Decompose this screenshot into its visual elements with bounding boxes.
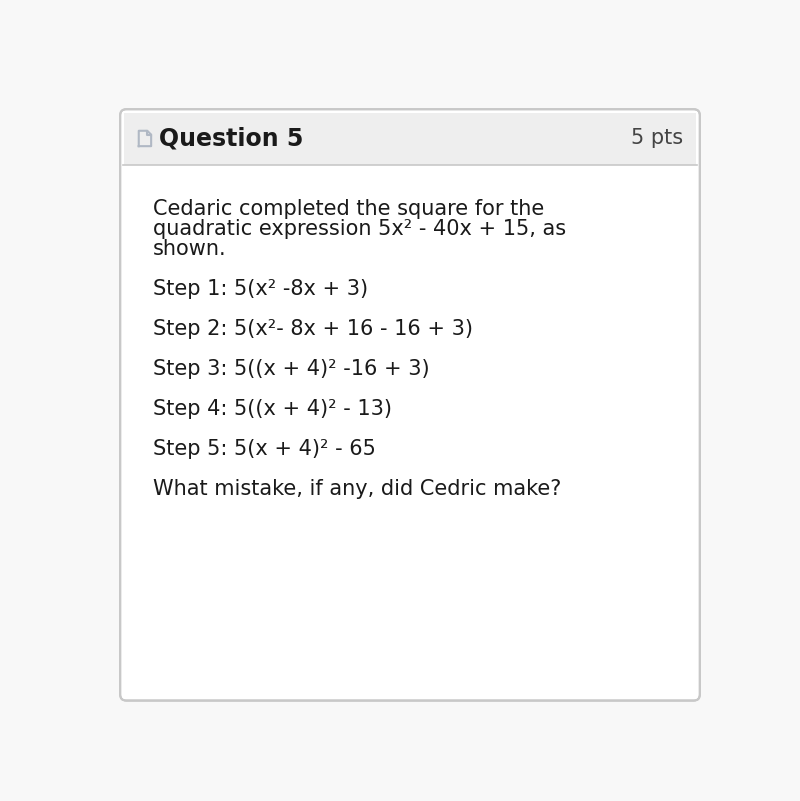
Bar (125, 113, 695, 165)
Text: Question 5: Question 5 (159, 127, 303, 151)
Text: Step 4: 5((x + 4)² - 13): Step 4: 5((x + 4)² - 13) (153, 399, 392, 419)
Text: Step 1: 5(x² -8x + 3): Step 1: 5(x² -8x + 3) (153, 279, 368, 299)
Text: quadratic expression 5x² - 40x + 15, as: quadratic expression 5x² - 40x + 15, as (153, 219, 566, 239)
Text: Step 3: 5((x + 4)² -16 + 3): Step 3: 5((x + 4)² -16 + 3) (153, 359, 430, 379)
Text: What mistake, if any, did Cedric make?: What mistake, if any, did Cedric make? (153, 479, 561, 499)
Text: shown.: shown. (153, 239, 226, 259)
Text: Step 2: 5(x²- 8x + 16 - 16 + 3): Step 2: 5(x²- 8x + 16 - 16 + 3) (153, 319, 473, 339)
Text: 5 pts: 5 pts (630, 128, 683, 148)
FancyBboxPatch shape (120, 109, 700, 701)
Text: Cedaric completed the square for the: Cedaric completed the square for the (153, 199, 544, 219)
Text: Step 5: 5(x + 4)² - 65: Step 5: 5(x + 4)² - 65 (153, 439, 375, 459)
